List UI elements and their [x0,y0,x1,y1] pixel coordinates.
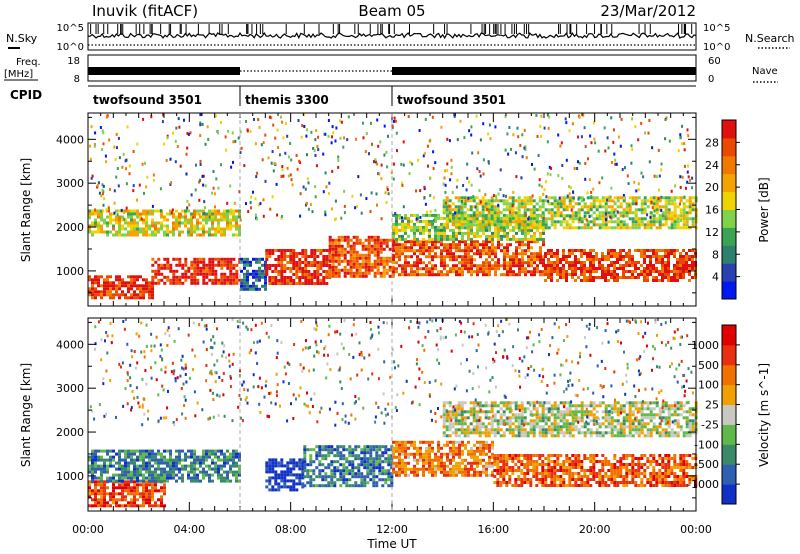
freq-label-2: [MHz] [4,69,33,80]
velocity-swatch [722,484,736,505]
velocity-colorbar: 1000 500 100 25 -25 -100 -500 -1000 Velocity [m … [687,324,771,505]
freq-right-tick-bottom: 0 [708,74,714,85]
y-tick-label: 4000 [56,133,84,146]
velocity-swatch [722,404,736,425]
power-cbar-tick: 8 [712,248,719,261]
sky-panel: N.Sky 10^5 10^0 10^5 10^0 N.Search [6,22,795,53]
x-axis-label: Time UT [366,537,417,551]
power-cbar-label: Power [dB] [757,177,771,242]
power-swatch [722,191,736,210]
sky-trace [87,24,697,46]
power-cbar-tick: 16 [705,204,719,217]
velocity-swatch [722,364,736,386]
x-tick-label: 00:00 [72,523,104,536]
velocity-swatch [722,344,736,366]
velocity-cbar-tick: 500 [698,359,719,372]
beam-title: Beam 05 [358,2,425,20]
cpid-segments: twofsound 3501 themis 3300 twofsound 3501 [93,86,506,107]
x-tick-label: 08:00 [275,523,307,536]
power-ylabel: Slant Range [km] [19,158,33,262]
sky-left-tick-top: 10^5 [57,23,84,34]
velocity-swatch [722,464,736,485]
velocity-cbar-tick: -500 [694,458,719,471]
velocity-cells [88,318,698,508]
velocity-cbar-tick: 100 [698,379,719,392]
power-swatch [722,245,736,264]
velocity-swatch [722,384,736,406]
velocity-cbar-label: Velocity [m s^-1] [757,363,771,467]
velocity-swatch [722,325,736,346]
y-tick-label: 3000 [56,382,84,395]
power-cbar-tick: 28 [705,136,719,149]
freq-left-tick-bottom: 8 [74,74,80,85]
cpid-segment-0: twofsound 3501 [93,93,202,107]
power-swatch [722,281,736,300]
sky-right-label: N.Search [745,32,795,45]
x-tick-label: 16:00 [477,523,509,536]
power-colorbar: 4 8 12 16 20 24 28 Power [dB] [705,119,771,300]
station-title: Inuvik (fitACF) [92,2,198,20]
velocity-cbar-tick: -100 [694,438,719,451]
cpid-panel: CPID twofsound 3501 themis 3300 twofsound … [10,85,696,107]
freq-left-tick-top: 18 [67,56,80,67]
cpid-segment-1: themis 3300 [245,93,329,107]
power-swatch [722,137,736,157]
y-tick-label: 2000 [56,426,84,439]
power-axes: 1000 2000 3000 4000 [56,113,697,306]
y-tick-label: 2000 [56,221,84,234]
power-swatch [722,120,736,139]
power-swatch [722,209,736,228]
velocity-cbar-tick: -25 [701,418,719,431]
power-cbar-tick: 4 [712,271,719,284]
power-cells [88,113,698,300]
x-tick-label: 20:00 [579,523,611,536]
sky-left-label: N.Sky [6,32,38,45]
freq-panel: Freq. [MHz] 18 8 60 0 Nave [4,54,778,85]
cpid-segment-2: twofsound 3501 [397,93,506,107]
velocity-axes: 1000 2000 3000 4000 00:00 04:00 08:00 12:00 16:0… [56,318,712,536]
cpid-label: CPID [10,88,42,102]
power-panel: 1000 2000 3000 4000 Slant Range [km] 4 8 12 16… [19,112,771,307]
power-cbar-tick: 12 [705,226,719,239]
sky-right-tick-bottom: 10^0 [703,42,730,53]
y-tick-label: 3000 [56,177,84,190]
nave-label: Nave [752,66,778,77]
sky-right-tick-top: 10^5 [703,23,730,34]
y-tick-label: 1000 [56,470,84,483]
velocity-cbar-tick: 1000 [691,339,719,352]
power-swatch [722,263,736,282]
y-tick-label: 4000 [56,338,84,351]
power-cbar-tick: 24 [705,159,719,172]
freq-trace [88,67,696,75]
x-tick-label: 04:00 [173,523,205,536]
velocity-ylabel: Slant Range [km] [19,363,33,467]
velocity-swatch [722,424,736,445]
x-tick-label: 00:00 [680,523,712,536]
power-swatch [722,173,736,193]
date-title: 23/Mar/2012 [600,2,696,20]
power-cbar-tick: 20 [705,181,719,194]
power-swatch [722,227,736,246]
velocity-swatch [722,444,736,465]
freq-label-1: Freq. [16,57,41,68]
velocity-panel: 1000 2000 3000 4000 00:00 04:00 08:00 12:00 16:0… [19,317,771,551]
x-tick-label: 12:00 [376,523,408,536]
sky-left-tick-bottom: 10^0 [57,42,84,53]
freq-right-tick-top: 60 [708,56,721,67]
y-tick-label: 1000 [56,265,84,278]
power-swatch [722,155,736,175]
velocity-cbar-tick: -1000 [687,478,719,491]
velocity-cbar-tick: 25 [705,399,719,412]
